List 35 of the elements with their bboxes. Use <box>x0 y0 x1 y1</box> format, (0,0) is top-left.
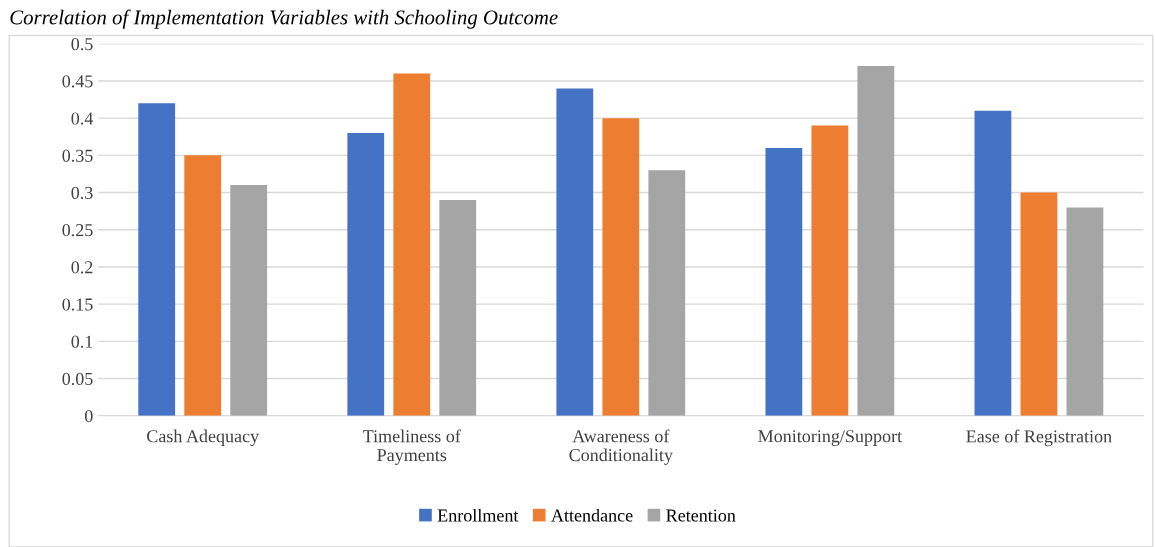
bar <box>1066 207 1104 416</box>
y-tick-label: 0.25 <box>62 224 93 237</box>
bar <box>648 170 686 416</box>
x-tick-label: Cash Adequacy <box>147 429 260 447</box>
bar <box>1020 192 1058 416</box>
x-tick-label: Ease of Registration <box>966 429 1112 447</box>
y-tick-label: 0.5 <box>71 38 93 51</box>
bar <box>439 199 477 416</box>
x-tick-label: Timeliness of Payments <box>363 429 461 465</box>
bar <box>556 88 594 416</box>
bar <box>347 133 385 416</box>
x-tick-label: Awareness of Conditionality <box>569 429 673 465</box>
y-tick-label: 0.15 <box>62 298 93 311</box>
legend-label: Attendance <box>551 508 633 522</box>
y-tick-label: 0.05 <box>62 372 93 386</box>
legend-label: Enrollment <box>437 508 519 522</box>
y-tick-label: 0.1 <box>71 335 93 348</box>
bar <box>857 66 895 416</box>
bar <box>184 155 222 416</box>
y-tick-label: 0.4 <box>71 112 94 125</box>
bar <box>974 110 1012 416</box>
bar <box>602 118 640 416</box>
chart-title: Correlation of Implementation Variables with Schooling Outcome <box>10 9 558 29</box>
bar <box>138 103 176 416</box>
x-tick-label: Monitoring/Support <box>758 430 902 446</box>
bar <box>230 185 268 416</box>
y-tick-label: 0.2 <box>71 261 93 274</box>
bar <box>393 73 431 416</box>
bar <box>765 147 803 416</box>
bar <box>811 125 849 416</box>
y-tick-label: 0.35 <box>62 149 93 162</box>
y-tick-label: 0.45 <box>62 75 93 88</box>
legend-label: Retention <box>666 509 736 522</box>
y-tick-label: 0.3 <box>71 186 93 200</box>
y-tick-label: 0 <box>84 409 93 423</box>
